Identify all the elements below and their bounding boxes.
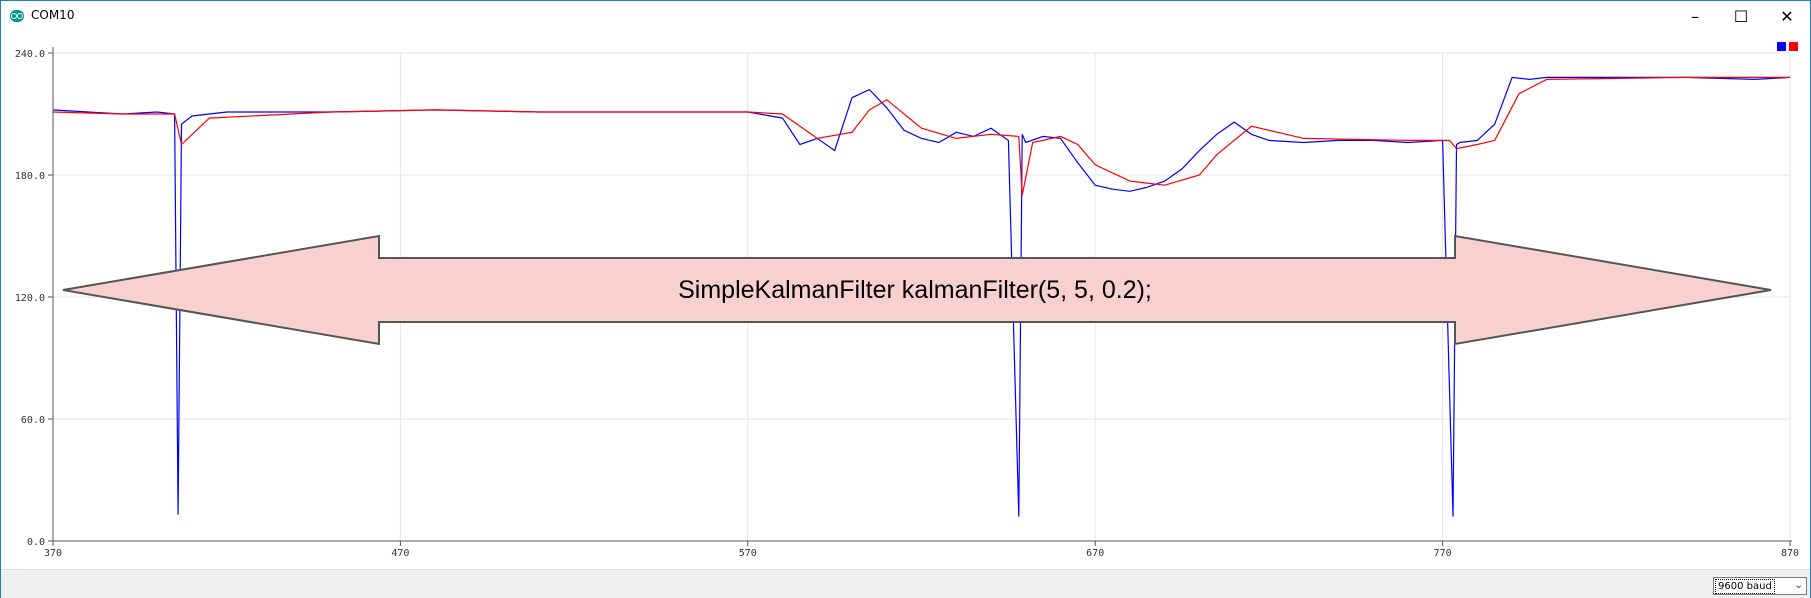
serial-plot: 370 470 570 670 770 870 0.0 60.0 120.0 180.0 240.0… [15, 42, 1799, 559]
x-tick-label: 670 [1086, 548, 1104, 559]
maximize-button[interactable]: ☐ [1718, 1, 1764, 31]
y-tick-label: 180.0 [15, 171, 45, 182]
close-icon: ✕ [1780, 6, 1794, 26]
title-bar[interactable]: COM10 – ☐ ✕ [1, 1, 1810, 31]
minimize-icon: – [1691, 6, 1699, 26]
chevron-down-icon: ⌄ [1794, 580, 1803, 591]
x-tick-label: 370 [44, 548, 62, 559]
minimize-button[interactable]: – [1672, 1, 1718, 31]
close-button[interactable]: ✕ [1764, 1, 1810, 31]
baud-rate-value: 9600 baud [1715, 579, 1775, 594]
x-tick-label: 870 [1781, 548, 1799, 559]
y-tick-label: 0.0 [27, 537, 45, 548]
x-tick-label: 470 [391, 548, 409, 559]
legend-swatch [1777, 42, 1786, 51]
annotation-double-arrow [62, 234, 1772, 346]
baud-rate-select[interactable]: 9600 baud ⌄ [1713, 577, 1807, 595]
window-title: COM10 [31, 8, 75, 22]
annotation-text: SimpleKalmanFilter kalmanFilter(5, 5, 0.… [678, 276, 1152, 304]
maximize-icon: ☐ [1733, 6, 1749, 26]
series-line-2 [52, 76, 1790, 196]
x-tick-label: 770 [1434, 548, 1452, 559]
y-tick-label: 120.0 [15, 293, 45, 304]
x-tick-label: 570 [739, 548, 757, 559]
y-tick-label: 240.0 [15, 49, 45, 60]
y-tick-label: 60.0 [21, 415, 45, 426]
arduino-icon [10, 10, 24, 22]
status-bar: 9600 baud ⌄ [1, 569, 1810, 598]
legend-swatch [1789, 42, 1798, 51]
